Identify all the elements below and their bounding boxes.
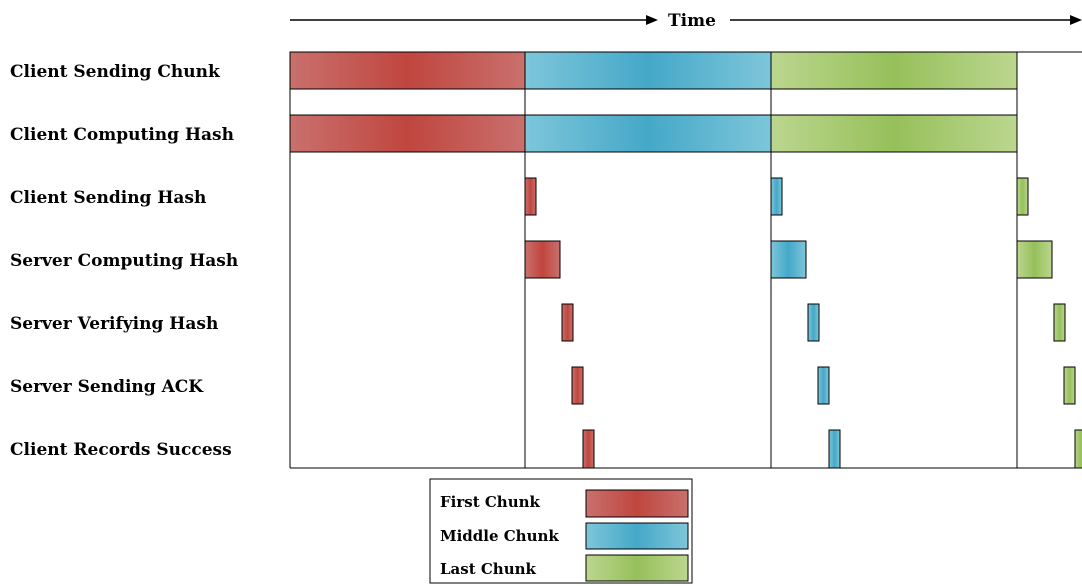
bar-middle-client-sending-chunk	[524, 51, 772, 90]
legend: First Chunk Middle Chunk Last Chunk	[429, 478, 693, 584]
bar-first-client-computing-hash	[289, 114, 526, 153]
bar-last-client-computing-hash	[770, 114, 1018, 153]
bar-last-server-computing-hash	[1016, 240, 1053, 279]
legend-label-last-chunk: Last Chunk	[440, 560, 537, 578]
bar-first-client-sending-hash	[524, 177, 537, 216]
bar-first-server-sending-ack	[571, 366, 584, 405]
bar-first-server-verifying-hash	[561, 303, 574, 342]
legend-swatch-last-chunk	[585, 554, 689, 582]
task-bars	[289, 51, 1082, 469]
row-label-server-computing-hash: Server Computing Hash	[10, 251, 238, 271]
time-axis-arrowhead-mid	[646, 15, 658, 25]
time-axis-label: Time	[668, 11, 716, 31]
bar-middle-client-computing-hash	[524, 114, 772, 153]
row-label-server-sending-ack: Server Sending ACK	[10, 377, 204, 397]
bar-middle-server-computing-hash	[770, 240, 807, 279]
bar-last-server-sending-ack	[1063, 366, 1076, 405]
bar-first-server-computing-hash	[524, 240, 561, 279]
bar-first-client-records-success	[582, 429, 595, 469]
row-label-client-sending-chunk: Client Sending Chunk	[10, 62, 221, 82]
time-axis: Time	[290, 11, 1082, 31]
bar-middle-server-sending-ack	[817, 366, 830, 405]
bar-last-client-sending-chunk	[770, 51, 1018, 90]
bar-middle-client-sending-hash	[770, 177, 783, 216]
row-label-client-sending-hash: Client Sending Hash	[10, 188, 206, 208]
row-label-client-computing-hash: Client Computing Hash	[10, 125, 234, 145]
timeline-frame	[289, 51, 1082, 469]
legend-swatch-first-chunk	[585, 489, 689, 518]
bar-middle-client-records-success	[828, 429, 841, 469]
time-axis-arrowhead-end	[1070, 15, 1082, 25]
row-labels: Client Sending Chunk Client Computing Ha…	[10, 62, 238, 460]
legend-label-middle-chunk: Middle Chunk	[440, 527, 559, 545]
legend-swatch-middle-chunk	[585, 522, 689, 550]
bar-last-client-records-success	[1074, 429, 1082, 469]
legend-label-first-chunk: First Chunk	[440, 493, 541, 511]
bar-first-client-sending-chunk	[289, 51, 526, 90]
bar-middle-server-verifying-hash	[807, 303, 820, 342]
row-label-server-verifying-hash: Server Verifying Hash	[10, 314, 218, 334]
row-label-client-records-success: Client Records Success	[10, 440, 232, 460]
bar-last-client-sending-hash	[1016, 177, 1029, 216]
bar-last-server-verifying-hash	[1053, 303, 1066, 342]
